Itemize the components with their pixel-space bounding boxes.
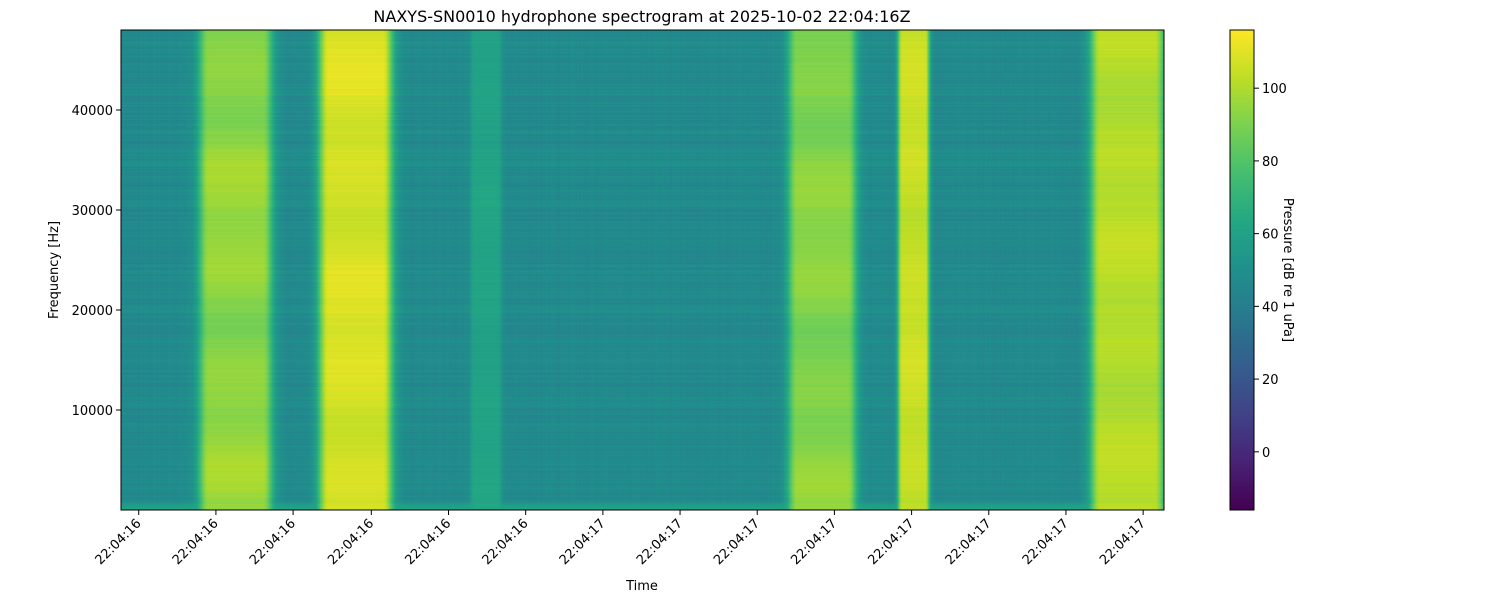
x-tick-label: 22:04:17 bbox=[557, 516, 609, 568]
y-tick-label: 10000 bbox=[72, 404, 113, 419]
y-tick-label: 40000 bbox=[72, 104, 113, 119]
y-axis-label: Frequency [Hz] bbox=[47, 221, 62, 319]
x-tick-label: 22:04:17 bbox=[634, 516, 686, 568]
x-tick-label: 22:04:17 bbox=[866, 516, 918, 568]
colorbar-frame bbox=[1229, 29, 1255, 511]
x-tick-label: 22:04:16 bbox=[402, 516, 454, 568]
x-tick-label: 22:04:17 bbox=[1097, 516, 1149, 568]
colorbar-tick-label: 20 bbox=[1262, 373, 1279, 388]
y-tick-label: 20000 bbox=[72, 304, 113, 319]
x-tick-label: 22:04:16 bbox=[325, 516, 377, 568]
colorbar-tick-label: 60 bbox=[1262, 228, 1279, 243]
x-tick-label: 22:04:16 bbox=[170, 516, 222, 568]
colorbar-tick-label: 80 bbox=[1262, 155, 1279, 170]
plot-frame bbox=[120, 29, 1165, 511]
colorbar-ticks: 0 20 40 60 80 100 bbox=[1254, 82, 1287, 461]
colorbar-tick-label: 100 bbox=[1262, 82, 1287, 97]
x-tick-label: 22:04:17 bbox=[711, 516, 763, 568]
x-tick-label: 22:04:16 bbox=[93, 516, 145, 568]
x-axis-ticks: 22:04:16 22:04:16 22:04:16 22:04:16 22:04:16… bbox=[93, 510, 1149, 568]
colorbar-tick-label: 0 bbox=[1262, 446, 1270, 461]
x-tick-label: 22:04:17 bbox=[1020, 516, 1072, 568]
heatmap-image bbox=[121, 30, 1164, 510]
x-tick-label: 22:04:16 bbox=[480, 516, 532, 568]
x-tick-label: 22:04:16 bbox=[247, 516, 299, 568]
plot-area bbox=[120, 29, 1165, 511]
y-tick-label: 30000 bbox=[72, 204, 113, 219]
colorbar-tick-label: 40 bbox=[1262, 300, 1279, 315]
y-axis-ticks: 10000 20000 30000 40000 bbox=[72, 104, 121, 419]
colorbar-label: Pressure [dB re 1 uPa] bbox=[1280, 198, 1295, 342]
x-tick-label: 22:04:17 bbox=[788, 516, 840, 568]
x-tick-label: 22:04:17 bbox=[943, 516, 995, 568]
colorbar-gradient bbox=[1230, 30, 1254, 510]
chart-title: NAXYS-SN0010 hydrophone spectrogram at 2… bbox=[373, 7, 910, 26]
x-axis-label: Time bbox=[625, 579, 658, 594]
colorbar: 0 20 40 60 80 100 Pressure [dB re 1 uPa] bbox=[1229, 29, 1295, 511]
